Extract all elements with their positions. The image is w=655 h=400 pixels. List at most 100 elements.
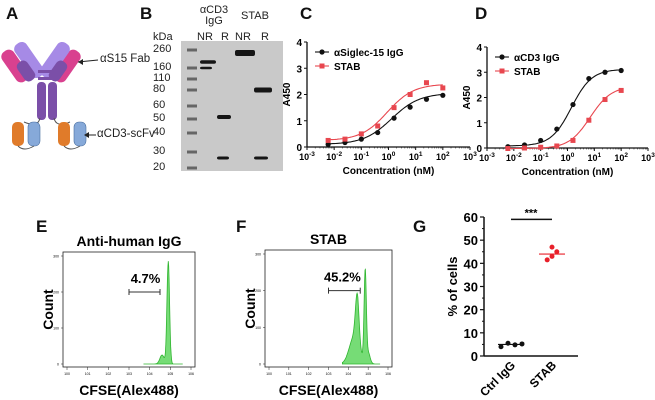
protein-band [200,60,216,64]
y-axis-label: A450 [462,85,473,109]
lane-label: NR [197,31,213,43]
panel-label-f: F [236,217,247,236]
ladder-band [187,117,197,121]
ladder-band [187,77,197,81]
ladder-band [187,150,197,154]
data-point [358,136,364,142]
y-tick-label: 3 [296,64,302,75]
kda-unit-label: kDa [153,31,173,43]
data-point [505,340,511,346]
ladder-band [187,48,197,52]
y-tick-label: 4 [296,38,302,49]
y-tick-label: 50 [464,233,478,248]
y-tick-label: 60 [464,210,478,225]
legend-label: STAB [514,67,540,78]
data-point [375,129,381,136]
data-point [498,344,504,350]
x-tick-label: 10-2 [506,152,522,163]
y-tick-label: 0 [476,144,482,155]
data-point [554,126,560,132]
panel-label-g: G [413,217,427,236]
y-tick-label: 0 [57,363,59,367]
protein-band [254,87,272,93]
data-point [407,92,413,97]
y-tick-label: 4 [476,43,482,54]
x-tick-label: 10-3 [299,151,315,162]
x-tick-label: 101 [588,152,602,163]
lane-label: R [261,31,269,43]
panel-label-c: C [300,4,313,23]
data-point [570,101,576,108]
ladder-label: 30 [153,145,166,157]
y-axis-label: Count [242,288,258,329]
ladder-label: 20 [153,161,166,173]
legend-marker [319,49,325,55]
x-tick-label: 102 [306,372,312,376]
y-tick-label: 0 [259,363,261,367]
data-point [342,136,348,142]
ladder-label: 50 [153,112,166,124]
data-point [423,80,429,86]
x-tick-label: 105 [365,372,371,376]
legend-label: STAB [334,62,360,73]
ladder-band [187,66,197,70]
data-point [618,67,624,74]
data-point [538,137,544,144]
panel-label-a: A [6,4,19,23]
data-point [519,341,525,347]
data-point [391,115,397,121]
panel-label-d: D [475,4,488,23]
significance-label: *** [525,207,539,219]
category-label: Ctrl IgG [477,358,518,399]
y-tick-label: 30 [464,280,478,295]
ladder-label: 60 [153,99,166,111]
gel-image [181,41,283,171]
y-tick-label: 100 [53,327,59,331]
data-point [522,145,528,151]
x-tick-label: 101 [409,151,423,162]
plot-frame [264,249,393,368]
group-label-acd3-igg: αCD3 IgG [199,4,229,27]
lane-label: R [221,31,229,43]
x-axis-label: Concentration (nM) [343,166,435,177]
fit-curve [326,84,443,141]
histogram-title: STAB [310,231,347,247]
ladder-label: 40 [153,126,166,138]
data-point [375,123,381,129]
data-point [538,144,544,150]
data-point [549,253,555,259]
protein-band [217,115,231,119]
y-tick-label: 2 [296,91,302,102]
data-point [570,137,576,143]
x-tick-label: 101 [85,372,91,376]
legend-marker [319,63,325,69]
data-point [423,96,430,102]
scfv-label: αCD3-scFv [97,128,155,140]
y-tick-label: 0 [471,349,478,364]
x-tick-label: 104 [147,372,153,376]
x-tick-label: 10-1 [353,151,369,162]
data-point [440,92,446,98]
y-tick-label: 40 [464,256,478,271]
y-tick-label: 1 [476,119,482,130]
ladder-band [187,88,197,92]
lane-label: NR [235,31,251,43]
data-point [440,85,446,91]
y-tick-label: 300 [255,253,261,257]
plot-frame [62,251,196,368]
y-axis-label: % of cells [445,257,460,317]
fit-curve [326,93,443,145]
x-tick-label: 103 [463,151,477,162]
protein-band [200,66,212,70]
data-point [358,131,364,137]
ladder-band [187,131,197,135]
data-point [554,143,560,149]
data-point [586,75,592,82]
x-axis-label: CFSE(Alex488) [79,382,179,398]
y-axis-label: Count [40,289,56,330]
data-point [618,87,624,93]
data-point [586,117,592,123]
x-tick-label: 100 [382,151,396,162]
ladder-label: 110 [153,72,171,84]
